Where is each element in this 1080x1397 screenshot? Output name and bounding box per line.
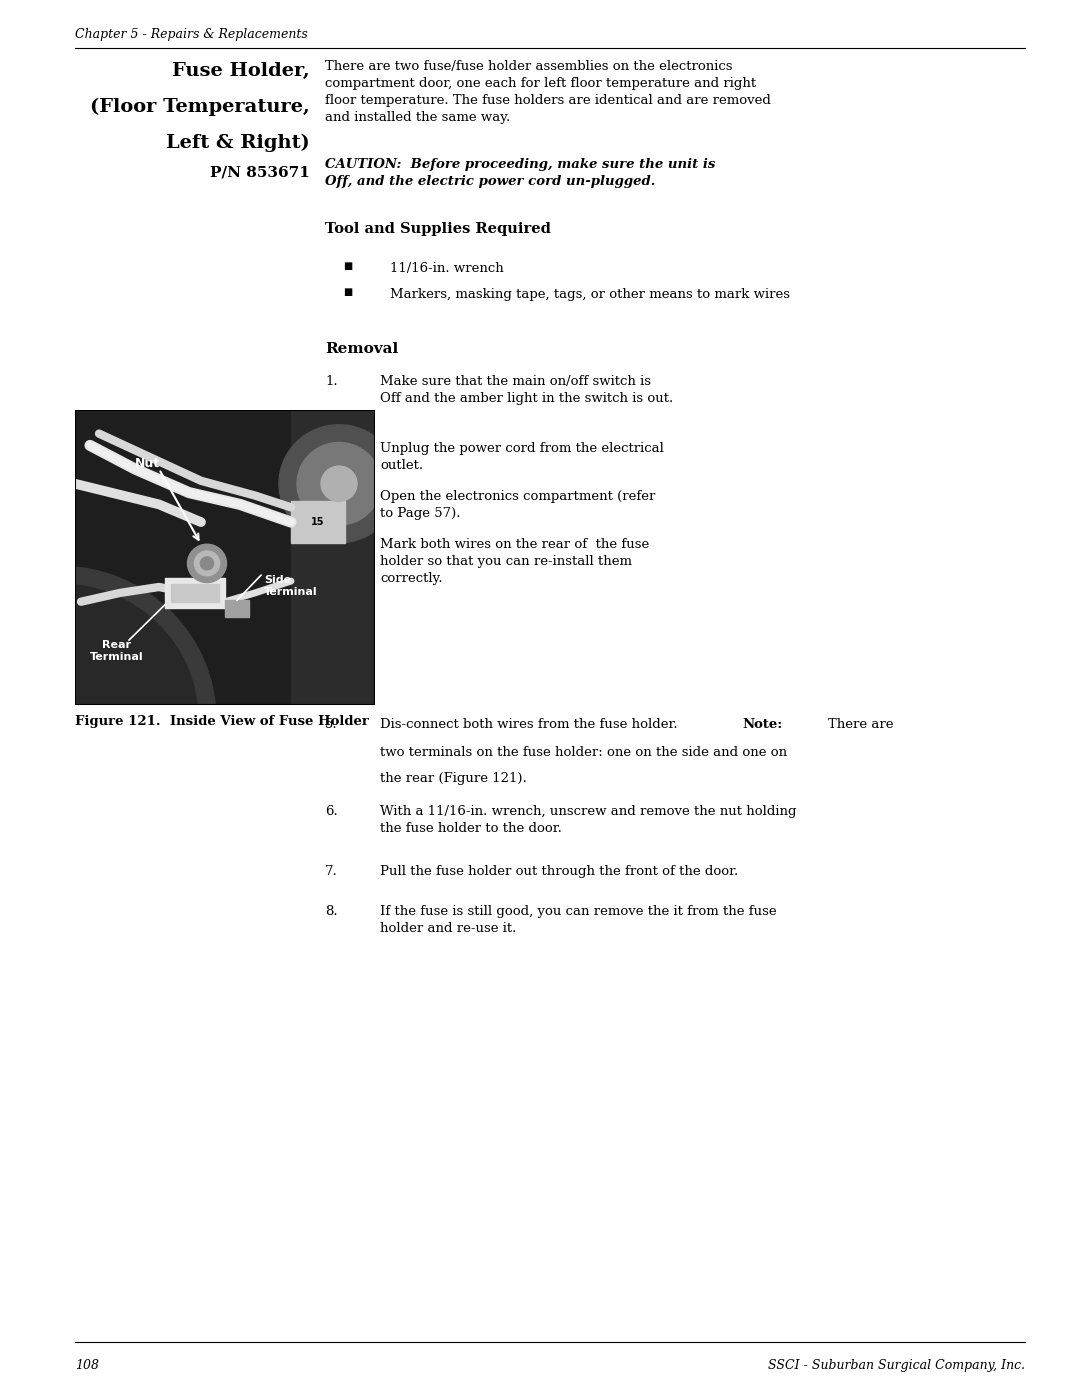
Bar xyxy=(165,578,225,608)
Bar xyxy=(171,584,219,602)
Text: Left & Right): Left & Right) xyxy=(166,134,310,152)
Circle shape xyxy=(194,550,219,576)
Circle shape xyxy=(0,584,198,855)
Text: Removal: Removal xyxy=(325,342,399,356)
Text: CAUTION:  Before proceeding, make sure the unit is
Off, and the electric power c: CAUTION: Before proceeding, make sure th… xyxy=(325,158,715,189)
Text: 6.: 6. xyxy=(325,805,338,819)
Text: 8.: 8. xyxy=(325,905,338,918)
Text: ■: ■ xyxy=(343,263,352,271)
Text: There are: There are xyxy=(828,718,893,731)
Text: 1.: 1. xyxy=(325,374,338,388)
Circle shape xyxy=(201,557,214,570)
Text: 15: 15 xyxy=(311,517,325,527)
Text: 5.: 5. xyxy=(325,718,338,731)
Text: Rear
Terminal: Rear Terminal xyxy=(91,640,144,662)
Text: ■: ■ xyxy=(343,288,352,298)
Text: Note:: Note: xyxy=(742,718,782,731)
Text: Pull the fuse holder out through the front of the door.: Pull the fuse holder out through the fro… xyxy=(380,865,739,877)
Text: P/N 853671: P/N 853671 xyxy=(211,165,310,179)
Text: There are two fuse/fuse holder assemblies on the electronics
compartment door, o: There are two fuse/fuse holder assemblie… xyxy=(325,60,771,124)
Text: Figure 121.  Inside View of Fuse Holder: Figure 121. Inside View of Fuse Holder xyxy=(75,715,369,728)
Text: Open the electronics compartment (refer
to Page 57).: Open the electronics compartment (refer … xyxy=(380,490,656,520)
Text: 11/16-in. wrench: 11/16-in. wrench xyxy=(390,263,503,275)
Text: Side
Terminal: Side Terminal xyxy=(264,576,318,597)
Circle shape xyxy=(297,443,381,525)
Text: 108: 108 xyxy=(75,1359,99,1372)
Circle shape xyxy=(188,545,227,583)
Text: Chapter 5 - Repairs & Replacements: Chapter 5 - Repairs & Replacements xyxy=(75,28,308,41)
Circle shape xyxy=(279,425,399,543)
Text: With a 11/16-in. wrench, unscrew and remove the nut holding
the fuse holder to t: With a 11/16-in. wrench, unscrew and rem… xyxy=(380,805,797,835)
Text: 4.: 4. xyxy=(325,538,338,550)
Bar xyxy=(291,502,345,543)
Text: Fuse Holder,: Fuse Holder, xyxy=(173,61,310,80)
Text: 7.: 7. xyxy=(325,865,338,877)
Text: Markers, masking tape, tags, or other means to mark wires: Markers, masking tape, tags, or other me… xyxy=(390,288,789,300)
Text: Mark both wires on the rear of  the fuse
holder so that you can re-install them
: Mark both wires on the rear of the fuse … xyxy=(380,538,649,585)
Circle shape xyxy=(321,467,357,502)
Text: Make sure that the main on/off switch is
Off and the amber light in the switch i: Make sure that the main on/off switch is… xyxy=(380,374,673,405)
Text: 3.: 3. xyxy=(325,490,338,503)
Text: Tool and Supplies Required: Tool and Supplies Required xyxy=(325,222,551,236)
Text: Dis-connect both wires from the fuse holder.: Dis-connect both wires from the fuse hol… xyxy=(380,718,686,731)
Text: Unplug the power cord from the electrical
outlet.: Unplug the power cord from the electrica… xyxy=(380,441,664,472)
Text: Nut: Nut xyxy=(135,457,160,469)
Text: (Floor Temperature,: (Floor Temperature, xyxy=(91,98,310,116)
Text: SSCI - Suburban Surgical Company, Inc.: SSCI - Suburban Surgical Company, Inc. xyxy=(768,1359,1025,1372)
Circle shape xyxy=(0,566,216,873)
Text: 2.: 2. xyxy=(325,441,338,455)
Polygon shape xyxy=(291,409,375,705)
Text: If the fuse is still good, you can remove the it from the fuse
holder and re-use: If the fuse is still good, you can remov… xyxy=(380,905,777,935)
Text: the rear (Figure 121).: the rear (Figure 121). xyxy=(380,773,527,785)
Bar xyxy=(225,601,249,616)
Text: two terminals on the fuse holder: one on the side and one on: two terminals on the fuse holder: one on… xyxy=(380,746,787,759)
